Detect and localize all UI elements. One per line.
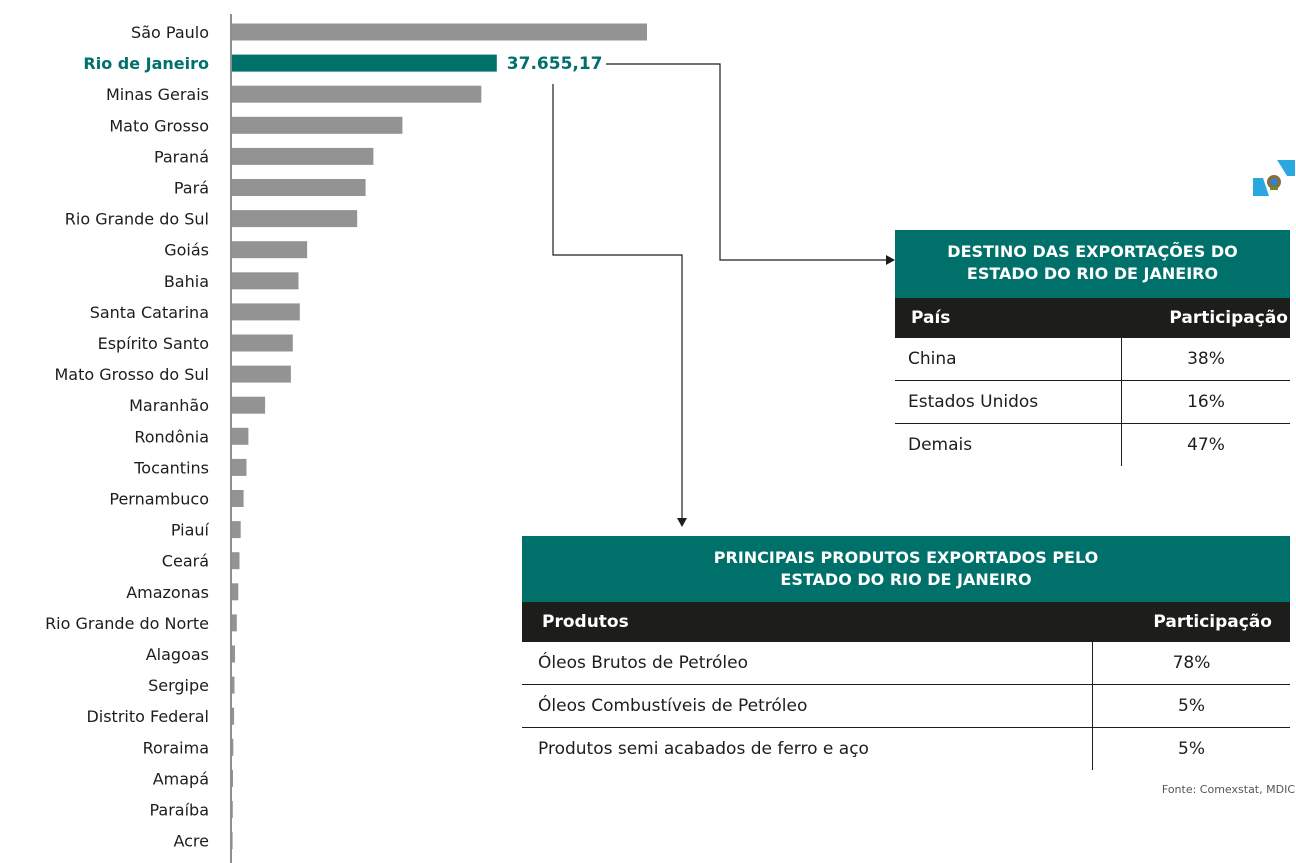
category-label: Amazonas bbox=[126, 583, 209, 602]
category-label: Minas Gerais bbox=[106, 85, 209, 104]
category-label: Tocantins bbox=[133, 458, 209, 477]
destination-table: DESTINO DAS EXPORTAÇÕES DO ESTADO DO RIO… bbox=[895, 230, 1290, 466]
category-labels: São Paulo Rio de Janeiro 37.655,17 Minas Ge… bbox=[45, 23, 602, 851]
source-note: Fonte: Comexstat, MDIC bbox=[1161, 783, 1295, 796]
connector-lines bbox=[552, 63, 895, 527]
products-table: PRINCIPAIS PRODUTOS EXPORTADOS PELO ESTA… bbox=[522, 536, 1290, 770]
bar-7 bbox=[232, 241, 308, 259]
bar-15 bbox=[232, 490, 244, 507]
category-label: Ceará bbox=[162, 552, 209, 571]
category-label: Santa Catarina bbox=[90, 303, 209, 322]
category-label: Piauí bbox=[171, 521, 210, 540]
category-label: Mato Grosso do Sul bbox=[55, 365, 210, 384]
bar-21 bbox=[232, 676, 235, 694]
bar-5 bbox=[232, 179, 366, 196]
category-label: Acre bbox=[173, 832, 209, 851]
destination-table-header: País Participação bbox=[895, 298, 1290, 338]
country-share: 16% bbox=[1121, 381, 1290, 423]
category-label: Pernambuco bbox=[109, 490, 209, 509]
category-label: Roraima bbox=[143, 738, 209, 757]
category-label: Distrito Federal bbox=[86, 707, 209, 726]
arrowhead-produtos-icon bbox=[677, 518, 687, 527]
bar-16 bbox=[232, 521, 241, 539]
category-label: Paraíba bbox=[149, 801, 209, 820]
category-label: Rio Grande do Norte bbox=[45, 614, 209, 633]
table-row: Óleos Combustíveis de Petróleo 5% bbox=[522, 685, 1290, 728]
bar-6 bbox=[232, 210, 358, 228]
product-name: Óleos Brutos de Petróleo bbox=[538, 653, 749, 673]
bar-14 bbox=[232, 458, 247, 476]
table-row: Estados Unidos 16% bbox=[895, 381, 1290, 424]
bars-layer bbox=[232, 23, 647, 850]
bar-2 bbox=[232, 85, 482, 103]
category-label: Bahia bbox=[164, 272, 209, 291]
category-label: Maranhão bbox=[129, 396, 209, 415]
category-label: Goiás bbox=[164, 241, 209, 260]
connector-to-destino bbox=[606, 63, 886, 261]
column-header-share: Participação bbox=[1169, 308, 1288, 328]
bar-26 bbox=[232, 832, 233, 850]
table-row: Demais 47% bbox=[895, 424, 1290, 466]
table-row: Óleos Brutos de Petróleo 78% bbox=[522, 642, 1290, 685]
category-label: Paraná bbox=[154, 147, 209, 166]
bar-1 bbox=[232, 54, 497, 72]
country-name: China bbox=[908, 349, 957, 369]
destination-title-line2: ESTADO DO RIO DE JANEIRO bbox=[966, 264, 1219, 283]
category-label: Mato Grosso bbox=[109, 116, 209, 135]
product-share: 78% bbox=[1092, 642, 1290, 684]
category-label: Amapá bbox=[153, 769, 209, 788]
product-share: 5% bbox=[1092, 728, 1290, 770]
category-label: Rio Grande do Sul bbox=[65, 210, 209, 229]
bar-22 bbox=[232, 707, 235, 725]
column-header-product: Produtos bbox=[542, 612, 629, 632]
product-share: 5% bbox=[1092, 685, 1290, 727]
category-label: Espírito Santo bbox=[98, 334, 209, 353]
product-name: Óleos Combustíveis de Petróleo bbox=[538, 696, 808, 716]
connector-to-produtos bbox=[552, 84, 683, 518]
products-title-line2: ESTADO DO RIO DE JANEIRO bbox=[780, 570, 1032, 589]
bar-3 bbox=[232, 116, 403, 134]
bar-4 bbox=[232, 147, 374, 165]
bar-12 bbox=[232, 396, 266, 414]
bar-17 bbox=[232, 552, 240, 570]
bar-10 bbox=[232, 334, 293, 352]
bar-19 bbox=[232, 614, 237, 632]
destination-title-line1: DESTINO DAS EXPORTAÇÕES DO bbox=[947, 242, 1238, 261]
bar-23 bbox=[232, 738, 234, 756]
country-share: 47% bbox=[1121, 424, 1290, 466]
arrowhead-destino-icon bbox=[886, 255, 895, 265]
category-label: Rondônia bbox=[134, 427, 209, 446]
products-table-header: Produtos Participação bbox=[522, 602, 1290, 642]
bar-9 bbox=[232, 303, 300, 321]
category-label: Rio de Janeiro bbox=[83, 54, 209, 73]
bar-11 bbox=[232, 365, 291, 383]
bar-18 bbox=[232, 583, 239, 601]
destination-table-title: DESTINO DAS EXPORTAÇÕES DO ESTADO DO RIO… bbox=[895, 230, 1290, 298]
bar-13 bbox=[232, 427, 249, 445]
rio-de-janeiro-flag-icon bbox=[1253, 160, 1295, 196]
highlight-value-label: 37.655,17 bbox=[507, 54, 603, 74]
bar-8 bbox=[232, 272, 299, 290]
table-row: Produtos semi acabados de ferro e aço 5% bbox=[522, 728, 1290, 770]
category-label: Alagoas bbox=[146, 645, 209, 664]
category-label: São Paulo bbox=[131, 23, 209, 42]
country-share: 38% bbox=[1121, 338, 1290, 380]
product-name: Produtos semi acabados de ferro e aço bbox=[538, 739, 869, 759]
country-name: Demais bbox=[908, 435, 973, 455]
bar-0 bbox=[232, 23, 647, 41]
category-label: Pará bbox=[174, 179, 209, 198]
country-name: Estados Unidos bbox=[908, 392, 1039, 412]
bar-20 bbox=[232, 645, 235, 663]
column-header-share: Participação bbox=[1153, 612, 1272, 632]
table-row: China 38% bbox=[895, 338, 1290, 381]
products-title-line1: PRINCIPAIS PRODUTOS EXPORTADOS PELO bbox=[713, 548, 1099, 567]
bar-25 bbox=[232, 801, 233, 818]
column-header-country: País bbox=[911, 308, 951, 328]
bar-24 bbox=[232, 769, 233, 787]
products-table-title: PRINCIPAIS PRODUTOS EXPORTADOS PELO ESTA… bbox=[522, 536, 1290, 602]
category-label: Sergipe bbox=[148, 676, 209, 695]
